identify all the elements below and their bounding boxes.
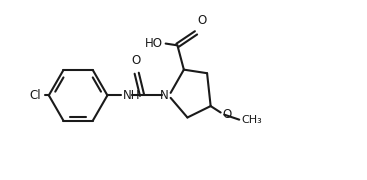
Text: HO: HO bbox=[145, 37, 163, 50]
Text: O: O bbox=[131, 54, 140, 67]
Text: NH: NH bbox=[123, 89, 140, 102]
Text: O: O bbox=[197, 14, 207, 28]
Text: N: N bbox=[160, 89, 168, 102]
Text: O: O bbox=[223, 108, 232, 121]
Text: CH₃: CH₃ bbox=[241, 115, 262, 125]
Text: Cl: Cl bbox=[29, 89, 41, 102]
